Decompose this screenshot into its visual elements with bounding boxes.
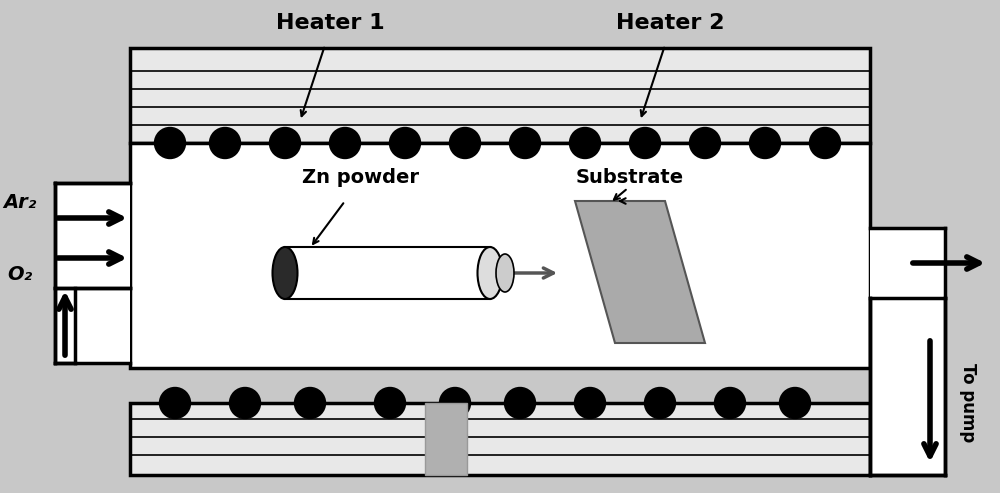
Circle shape <box>160 387 190 419</box>
Text: Substrate: Substrate <box>576 169 684 187</box>
Circle shape <box>810 128 840 159</box>
Circle shape <box>440 387 471 419</box>
Circle shape <box>780 387 810 419</box>
Circle shape <box>644 387 676 419</box>
Bar <box>130 48 870 143</box>
Circle shape <box>510 128 540 159</box>
Polygon shape <box>575 201 705 343</box>
Circle shape <box>450 128 481 159</box>
Bar <box>285 247 490 299</box>
Circle shape <box>154 128 186 159</box>
Circle shape <box>230 387 260 419</box>
Ellipse shape <box>272 247 298 299</box>
Text: Zn powder: Zn powder <box>302 169 418 187</box>
Ellipse shape <box>496 254 514 292</box>
Text: To pump: To pump <box>959 363 977 443</box>
Circle shape <box>330 128 360 159</box>
Circle shape <box>505 387 536 419</box>
Text: O₂: O₂ <box>7 266 33 284</box>
Ellipse shape <box>478 247 503 299</box>
Circle shape <box>750 128 780 159</box>
Text: Heater 2: Heater 2 <box>616 13 724 33</box>
Bar <box>130 403 870 475</box>
Circle shape <box>210 128 240 159</box>
Circle shape <box>390 128 420 159</box>
Text: Heater 1: Heater 1 <box>276 13 384 33</box>
Circle shape <box>714 387 746 419</box>
Bar <box>870 228 945 298</box>
Bar <box>130 143 870 368</box>
Circle shape <box>270 128 300 159</box>
Circle shape <box>570 128 600 159</box>
Circle shape <box>690 128 720 159</box>
Bar <box>425 403 467 475</box>
Circle shape <box>374 387 406 419</box>
Bar <box>870 298 945 475</box>
Circle shape <box>574 387 606 419</box>
Circle shape <box>294 387 326 419</box>
Bar <box>55 183 130 363</box>
Text: Ar₂: Ar₂ <box>3 193 37 212</box>
Circle shape <box>630 128 660 159</box>
